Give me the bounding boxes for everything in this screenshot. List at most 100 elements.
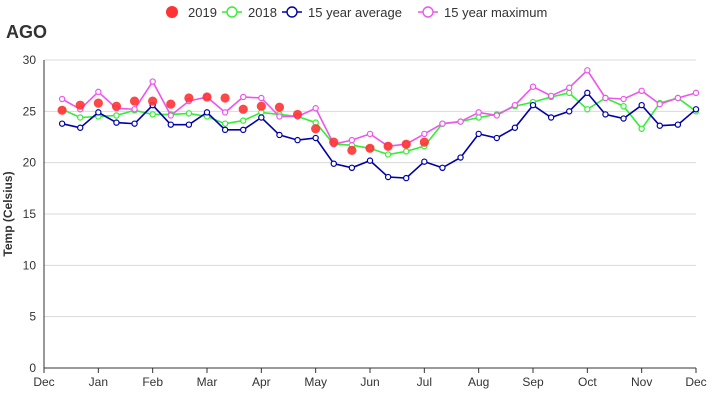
data-point <box>113 119 120 126</box>
data-point <box>131 106 138 113</box>
data-point <box>58 120 66 127</box>
data-point <box>294 136 301 144</box>
data-point <box>348 136 356 144</box>
legend-marker <box>226 6 238 18</box>
data-point <box>403 174 410 182</box>
x-tick-label: Mar <box>197 375 218 389</box>
legend-label: 15 year maximum <box>444 5 547 20</box>
legend: 2019 2018 15 year average 15 year maximum <box>166 5 547 20</box>
data-point <box>419 137 429 147</box>
data-point <box>365 143 375 153</box>
y-tick-label: 25 <box>23 104 37 118</box>
legend-item: 15 year maximum <box>418 5 547 20</box>
chart-title: AGO <box>6 22 47 42</box>
x-tick-label: Dec <box>33 375 54 389</box>
x-tick-label: Jan <box>89 375 108 389</box>
data-point <box>620 95 627 103</box>
series-line <box>61 92 697 156</box>
data-point <box>547 92 555 100</box>
data-point <box>221 126 229 134</box>
data-point <box>329 137 339 147</box>
data-point <box>347 145 357 155</box>
legend-label: 15 year average <box>308 5 402 20</box>
data-point <box>566 84 573 91</box>
x-tick-labels: Dec Jan Feb Mar Apr May Jun Jul Aug Sep Oct Nov Dec <box>33 375 706 389</box>
data-point <box>692 89 700 97</box>
data-point <box>276 113 283 120</box>
data-point <box>401 139 411 149</box>
data-point <box>167 121 174 128</box>
x-tick-label: Jul <box>417 375 432 389</box>
data-point <box>421 158 428 165</box>
data-point <box>57 105 67 115</box>
data-point <box>511 101 519 109</box>
data-point <box>475 109 482 116</box>
series-line <box>61 91 697 179</box>
y-tick-labels: 0 5 10 15 20 25 30 <box>23 53 37 375</box>
data-point <box>674 94 682 102</box>
data-point <box>111 101 122 111</box>
data-point <box>129 96 140 106</box>
data-point <box>620 102 627 110</box>
data-point <box>149 78 156 85</box>
data-point <box>511 124 519 131</box>
data-point <box>584 67 591 74</box>
data-point <box>274 102 285 112</box>
series-2019 <box>57 92 429 155</box>
data-point <box>203 109 211 116</box>
data-point <box>439 120 446 127</box>
data-point <box>276 131 283 139</box>
y-tick-label: 0 <box>29 361 36 375</box>
data-point <box>584 89 591 97</box>
x-tick-label: Aug <box>468 375 489 389</box>
data-point <box>638 87 645 95</box>
data-point <box>366 130 374 138</box>
x-tick-label: Oct <box>578 375 597 389</box>
data-point <box>403 148 410 155</box>
data-point <box>475 130 482 138</box>
data-point <box>330 160 337 167</box>
data-point <box>312 105 319 112</box>
data-point <box>221 120 229 127</box>
data-point <box>167 112 174 119</box>
data-point <box>202 92 212 102</box>
data-point <box>384 173 392 181</box>
data-point <box>221 109 229 116</box>
x-tick-label: Jun <box>360 375 379 389</box>
x-tick-label: Dec <box>685 375 706 389</box>
data-point <box>312 134 319 142</box>
data-point <box>383 141 393 151</box>
data-point <box>185 121 193 128</box>
data-point <box>602 94 609 102</box>
data-point <box>148 96 158 106</box>
data-point <box>348 164 356 171</box>
data-point <box>439 164 446 171</box>
y-tick-label: 5 <box>29 310 36 324</box>
data-point <box>220 93 230 103</box>
data-point <box>93 98 103 108</box>
legend-item: 15 year average <box>282 5 402 20</box>
data-point <box>149 111 156 118</box>
data-point <box>656 100 663 108</box>
series-line <box>61 69 697 148</box>
axes <box>43 60 697 373</box>
data-point <box>166 99 176 109</box>
data-point <box>457 154 464 161</box>
data-point <box>238 104 248 114</box>
y-axis-label: Temp (Celsius) <box>1 171 15 256</box>
data-point <box>493 112 500 119</box>
data-point <box>366 157 374 164</box>
legend-marker <box>422 6 434 18</box>
data-point <box>566 89 573 97</box>
data-point <box>638 125 645 132</box>
data-point <box>529 101 537 109</box>
data-point <box>95 88 102 96</box>
x-tick-label: Feb <box>142 375 163 389</box>
data-point <box>656 122 663 129</box>
data-point <box>493 134 500 142</box>
x-tick-label: Sep <box>522 375 544 389</box>
legend-label: 2018 <box>248 5 277 20</box>
data-point <box>113 112 120 119</box>
data-point <box>77 114 84 121</box>
